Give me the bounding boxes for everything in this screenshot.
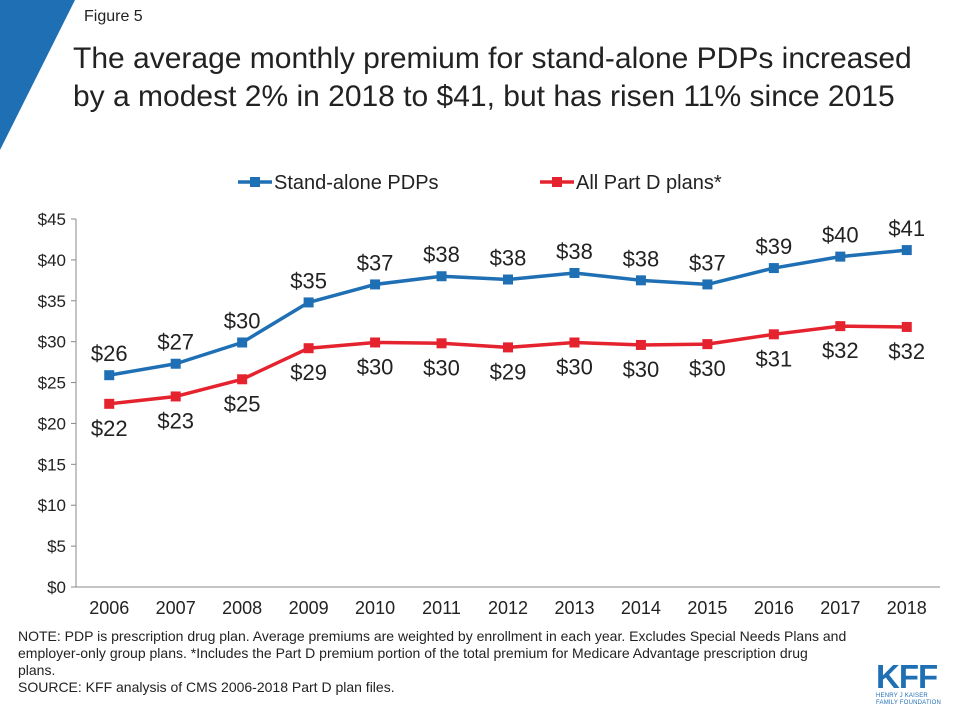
data-label: $38 [490,246,527,271]
data-point-pdp [835,251,846,262]
data-point-pdp [503,274,513,285]
data-label: $30 [689,356,726,381]
legend-marker [250,177,260,187]
y-tick-label: $30 [38,333,66,352]
data-point-pdp [436,271,447,282]
data-label: $35 [290,268,327,293]
data-label: $38 [556,239,593,264]
data-label: $40 [822,223,859,248]
data-point-all-part-d [370,337,381,348]
data-point-pdp [370,279,381,290]
legend-marker [552,177,562,187]
data-label: $30 [623,357,660,382]
x-tick-label: 2011 [422,598,461,618]
y-tick-label: $35 [38,292,66,311]
data-label: $29 [290,360,327,385]
data-label: $38 [423,242,460,267]
data-point-pdp [635,275,646,286]
data-point-all-part-d [702,339,713,350]
x-tick-label: 2013 [554,598,594,618]
data-point-all-part-d [237,374,248,385]
data-point-pdp [170,358,181,369]
data-label: $39 [755,234,792,259]
x-tick-label: 2008 [222,598,262,618]
figure-label: Figure 5 [84,8,143,25]
source-text: SOURCE: KFF analysis of CMS 2006-2018 Pa… [18,679,395,695]
logo-wordmark: KFF [876,658,938,695]
note-text: NOTE: PDP is prescription drug plan. Ave… [18,628,847,678]
x-tick-label: 2006 [89,598,129,618]
data-label: $41 [888,216,925,241]
data-label: $23 [157,408,194,433]
data-label: $30 [556,354,593,379]
data-point-pdp [702,279,713,290]
data-point-all-part-d [303,343,314,354]
logo-subtext-2: FAMILY FOUNDATION [876,700,942,706]
data-point-all-part-d [436,338,447,349]
x-tick-label: 2009 [289,598,329,618]
data-label: $37 [357,250,394,275]
data-point-all-part-d [835,321,846,332]
data-point-pdp [104,370,115,381]
x-tick-label: 2017 [820,598,860,618]
y-tick-label: $15 [38,455,66,474]
legend-label: All Part D plans* [576,172,722,194]
data-point-pdp [569,267,580,278]
y-tick-label: $45 [38,210,66,229]
chart-title: The average monthly premium for stand-al… [73,42,912,113]
footnotes: NOTE: PDP is prescription drug plan. Ave… [18,628,848,696]
data-point-all-part-d [569,337,580,348]
data-label: $22 [91,416,128,441]
y-tick-label: $40 [38,251,66,270]
data-point-pdp [237,337,248,348]
x-tick-label: 2018 [887,598,927,618]
y-tick-label: $5 [47,537,66,556]
data-label: $30 [357,354,394,379]
x-tick-label: 2016 [754,598,794,618]
kff-logo: KFF HENRY J KAISER FAMILY FOUNDATION [876,660,946,707]
x-tick-label: 2012 [488,598,528,618]
data-point-all-part-d [901,321,912,332]
data-label: $26 [91,341,128,366]
data-label: $30 [423,355,460,380]
data-point-pdp [768,263,779,274]
data-point-all-part-d [635,339,646,350]
corner-accent-triangle [0,0,75,150]
y-tick-label: $20 [38,414,66,433]
data-label: $31 [755,346,792,371]
x-tick-label: 2010 [355,598,395,618]
data-point-pdp [901,245,912,256]
data-label: $32 [888,339,925,364]
data-point-all-part-d [768,329,779,340]
y-tick-label: $0 [47,578,66,597]
legend-label: Stand-alone PDPs [274,172,439,194]
data-point-all-part-d [170,391,181,402]
y-tick-label: $25 [38,374,66,393]
x-tick-label: 2015 [687,598,727,618]
data-label: $25 [224,391,261,416]
logo-subtext-1: HENRY J KAISER [876,693,928,699]
data-label: $27 [157,330,194,355]
data-label: $38 [623,246,660,271]
data-point-all-part-d [503,342,513,353]
data-point-pdp [303,297,314,308]
data-label: $30 [224,308,261,333]
x-tick-label: 2014 [621,598,661,618]
x-tick-label: 2007 [156,598,196,618]
line-chart: $0 $5 $10 $15 $20 $25 $30 $35 $40 $45 2006 2007 2008… [38,172,940,618]
y-tick-label: $10 [38,496,66,515]
data-label: $32 [822,338,859,363]
data-label: $37 [689,250,726,275]
data-label: $29 [490,359,527,384]
data-point-all-part-d [104,398,115,409]
